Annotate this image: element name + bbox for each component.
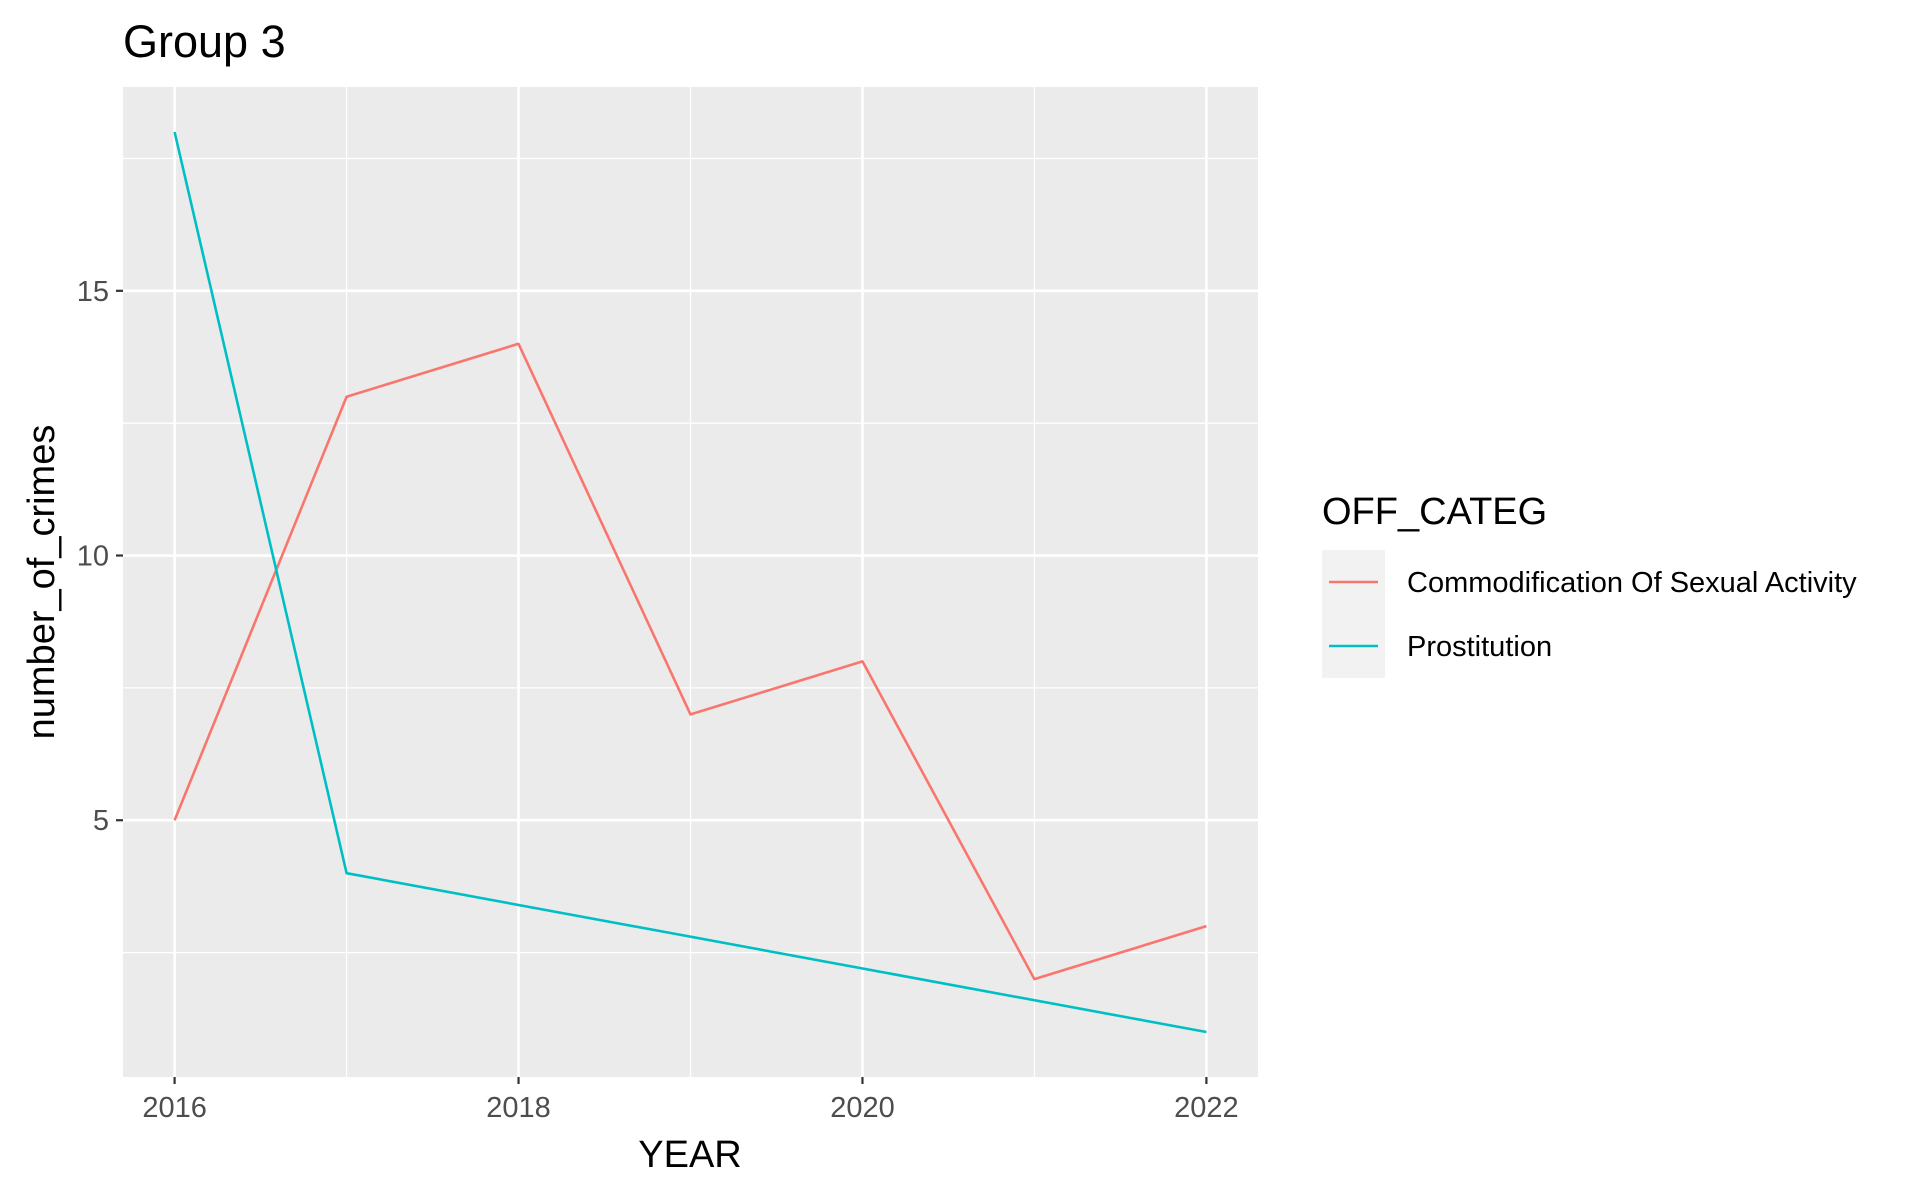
series-layer (173, 131, 1207, 1034)
legend-label: Prostitution (1407, 631, 1552, 663)
x-tick-label: 2020 (830, 1092, 895, 1124)
x-axis: 2016 2018 2020 2022 (142, 1077, 1239, 1124)
major-gridlines (123, 87, 1258, 1077)
legend-items: Commodification Of Sexual Activity Prosti… (1322, 550, 1857, 678)
series-line-2 (173, 131, 1207, 1034)
y-tick-label: 10 (77, 541, 109, 573)
y-tick-label: 5 (93, 805, 109, 837)
series-line-1 (173, 342, 1207, 981)
minor-gridlines (123, 87, 1258, 1077)
legend-title: OFF_CATEG (1322, 491, 1547, 533)
x-tick-label: 2018 (486, 1092, 551, 1124)
x-axis-title: YEAR (638, 1134, 741, 1176)
legend: OFF_CATEG Commodification Of Sexual Acti… (1322, 491, 1857, 678)
y-axis-title: number_of_crimes (21, 425, 63, 740)
y-tick-label: 15 (77, 276, 109, 308)
x-tick-label: 2016 (142, 1092, 207, 1124)
x-tick-label: 2022 (1174, 1092, 1239, 1124)
legend-label: Commodification Of Sexual Activity (1407, 567, 1857, 599)
y-axis: 5 10 15 (77, 276, 123, 837)
chart-title: Group 3 (123, 16, 286, 67)
